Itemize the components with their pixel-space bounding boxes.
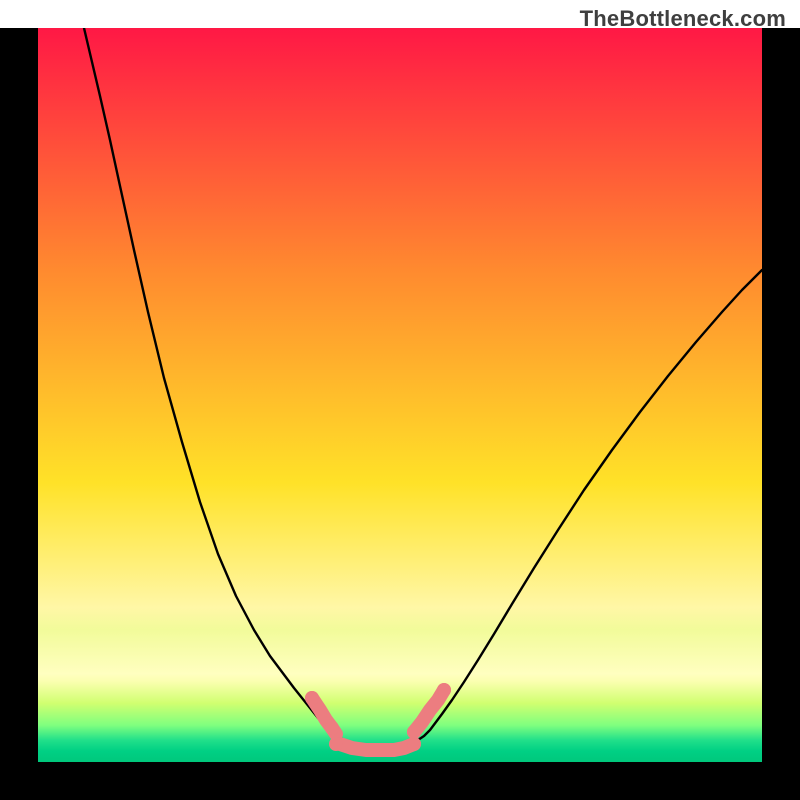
chart-canvas: TheBottleneck.com [0, 0, 800, 800]
chart-svg [0, 0, 800, 800]
watermark-label: TheBottleneck.com [580, 6, 786, 32]
